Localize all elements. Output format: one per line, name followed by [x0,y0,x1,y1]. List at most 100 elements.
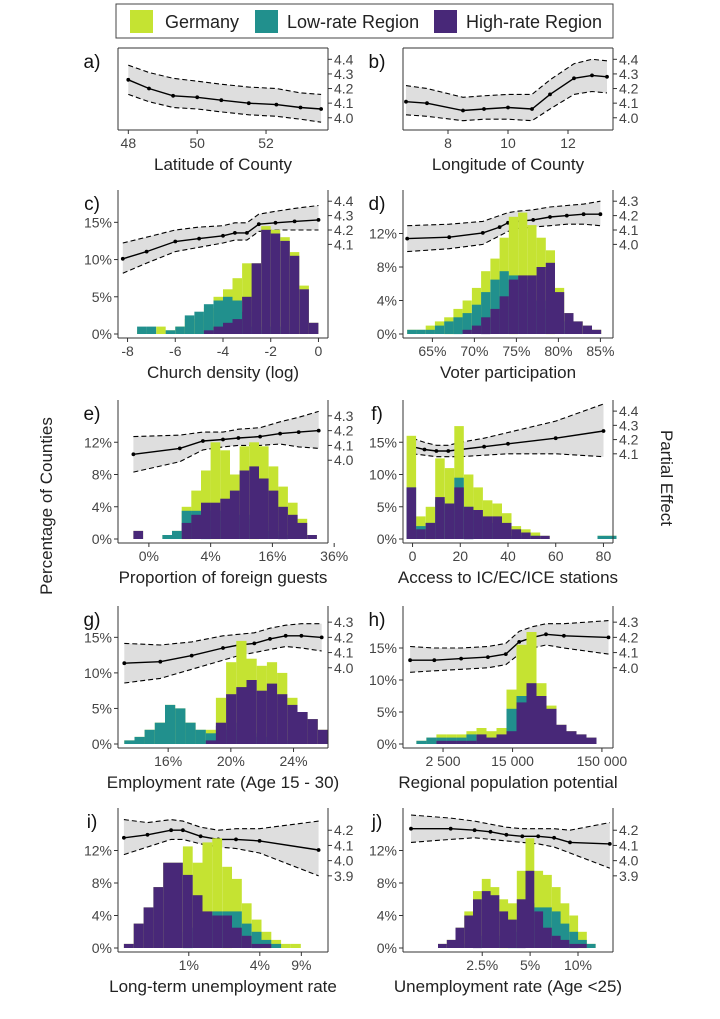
hist-bar-high [163,862,173,948]
panel-j: 0% 4% 8% 12% 3.94.04.14.2 2.5% 5% 10% j) Unemploy… [369,808,639,996]
panel-g: 0% 5% 10% 15% 4.04.14.24.3 16% 20% 24% g) Employm… [84,606,354,792]
hist-bar-high [446,939,456,948]
panel-b: 4.04.14.24.34.4 8 10 12 b) Longitude of Count… [369,47,639,174]
upper-bound-line [122,204,319,244]
effect-point [553,436,558,441]
x-tick-label: 80% [544,343,572,359]
effect-tick-label: 4.2 [334,423,354,439]
hist-bar-low [185,722,196,744]
hist-tick-label: 0% [92,326,112,342]
effect-point [257,839,262,843]
hist-bar-low [213,300,223,334]
hist-tick-label: 12% [369,226,397,242]
hist-tick-label: 5% [377,704,397,720]
hist-bar-high [473,899,482,949]
x-tick-label: 4% [250,957,270,973]
hist-bar-high [582,325,592,334]
hist-bar-high [540,535,550,539]
panel-c: 0% 5% 10% 15% 4.14.24.34.4 -8 -6 -4 -2 0 c) Church … [84,190,354,382]
hist-bar-low [416,329,426,334]
hist-bar-high [476,734,487,744]
panel-label: e) [84,404,101,425]
upper-bound-line [133,410,319,438]
effect-tick-label: 4.2 [334,822,354,838]
x-axis-title: Employment rate (Age 15 - 30) [107,773,339,792]
effect-tick-label: 4.2 [334,81,354,97]
lower-bound-line [133,443,319,473]
hist-bar-high [492,516,502,539]
hist-bar-high [278,506,288,540]
hist-bar-high [516,899,526,949]
hist-bar-germany [222,866,232,949]
hist-bar-high [277,694,288,744]
effect-point [234,837,238,842]
x-tick-label: 0 [315,343,323,359]
effect-point [195,95,200,100]
confidence-band [128,65,322,123]
effect-tick-label: 4.4 [619,403,639,419]
x-tick-label: 65% [418,343,446,359]
hist-bar-high [435,497,445,539]
effect-point [147,86,151,91]
hist-tick-label: 0% [377,326,397,342]
confidence-band [407,201,601,252]
x-axis-title: Regional population potential [398,773,617,792]
hist-bar-high [502,522,512,539]
hist-bar-low [586,943,596,948]
effect-point [425,101,429,106]
x-tick-label: 24% [280,753,308,769]
x-axis-title: Unemployment rate (Age <25) [394,977,622,996]
panel-e: 0% 4% 8% 12% 4.04.14.24.3 0% 4% 16% 36% e) Proport… [84,400,354,587]
hist-bar-high [455,927,465,948]
hist-tick-label: 0% [377,531,397,547]
hist-bar-high [297,522,308,539]
confidence-band [411,815,610,869]
hist-bar-low [416,740,427,744]
hist-bar-germany [569,915,579,948]
hist-bar-low [560,923,570,948]
hist-bar-high [226,694,237,744]
effect-point [520,834,525,839]
hist-tick-label: 8% [377,875,397,891]
hist-tick-label: 15% [369,434,397,450]
hist-bar-high [536,267,546,334]
effect-point [488,829,493,834]
effect-point [506,441,510,446]
effect-point [530,107,534,111]
hist-bar-low [144,729,155,744]
effect-tick-label: 4.0 [619,853,639,869]
hist-bar-low [426,737,437,744]
hist-bar-high [444,503,455,539]
effect-point [590,73,594,78]
hist-bar-high [527,275,537,334]
panel-a: 4.04.14.24.34.4 48 50 52 a) Latitude of Count… [84,47,354,174]
x-tick-label: 52 [258,135,274,151]
upper-bound-line [410,620,609,649]
panel-h: 0% 5% 10% 15% 4.04.14.24.3 2 500 15 000 150 000… [369,606,639,792]
effect-point [448,826,453,831]
effect-point [126,77,131,82]
hist-bar-high [569,943,579,948]
hist-bar-high [566,731,577,744]
hist-bar-high [499,911,509,948]
hist-bar-high [508,919,517,948]
panel-label: d) [369,194,386,215]
x-tick-label: 85% [586,343,614,359]
effect-point [221,646,225,650]
panel-d: 0% 4% 8% 12% 4.04.14.24.3 65% 70% 75% 80% 85% d) Vo… [369,190,639,382]
hist-bar-low [425,329,435,334]
hist-bar-low [175,708,186,744]
effect-point [404,99,408,104]
effect-tick-label: 4.0 [619,110,639,126]
effect-point [296,430,301,434]
hist-bar-low [175,326,185,334]
effect-point [236,436,241,440]
hist-bar-germany [212,838,223,948]
effect-tick-label: 4.1 [334,95,354,111]
hist-bar-high [192,895,203,948]
hist-bar-high [202,911,213,948]
x-axis-title: Voter participation [440,363,576,382]
hist-bar-low [137,326,147,334]
effect-point [480,231,485,235]
effect-tick-label: 4.4 [619,51,639,67]
